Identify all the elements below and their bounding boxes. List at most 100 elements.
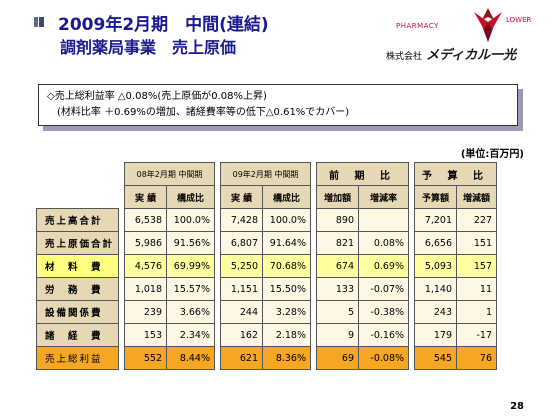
header-curr-period: 09年2月期 中間期 — [220, 162, 312, 186]
row-label: 売上総利益 — [35, 346, 120, 370]
cell-prev-actual: 5,986 — [124, 231, 168, 255]
cell-prev-ratio: 3.66% — [166, 300, 216, 324]
title-line-1: 2009年2月期 中間(連結) — [58, 14, 269, 35]
table-row: 売上高合計 6,538 100.0% 7,428 100.0% 890 7,201 227 — [35, 208, 498, 232]
cell-curr-ratio: 8.36% — [262, 346, 312, 370]
header-budget: 予 算 比 — [414, 162, 498, 186]
title-line-2: 調剤薬局事業 売上原価 — [60, 38, 237, 57]
title-bullet-icon — [34, 17, 44, 27]
subheader-prev-actual: 実 績 — [124, 185, 168, 209]
row-label: 諸 経 費 — [35, 323, 120, 347]
table-row: 材 料 費 4,576 69.99% 5,250 70.68% 674 0.69% 5,093… — [35, 254, 498, 278]
cell-prev-ratio: 15.57% — [166, 277, 216, 301]
cell-prev-actual: 1,018 — [124, 277, 168, 301]
callout-line-2: (材料比率 ＋0.69%の増加、諸経費率等の低下△0.61%でカバー) — [57, 107, 350, 118]
unit-label: (単位:百万円) — [460, 149, 524, 160]
cell-prev-ratio: 69.99% — [166, 254, 216, 278]
table-row: 設備関係費 239 3.66% 244 3.28% 5 -0.38% 243 1 — [35, 300, 498, 324]
cell-prev-actual: 552 — [124, 346, 168, 370]
cell-budget-amount: 545 — [414, 346, 458, 370]
row-label: 設備関係費 — [35, 300, 120, 324]
cell-budget-diff: -17 — [456, 323, 498, 347]
company-brand: メディカル一光 — [426, 48, 517, 63]
row-label: 材 料 費 — [35, 254, 120, 278]
cell-budget-diff: 11 — [456, 277, 498, 301]
cell-budget-diff: 76 — [456, 346, 498, 370]
table-row: 売上原価合計 5,986 91.56% 6,807 91.64% 821 0.08% 6,65… — [35, 231, 498, 255]
cell-yoy-rate: -0.08% — [358, 346, 410, 370]
cell-curr-actual: 6,807 — [220, 231, 264, 255]
cell-curr-actual: 7,428 — [220, 208, 264, 232]
cell-curr-ratio: 70.68% — [262, 254, 312, 278]
subheader-curr-actual: 実 績 — [220, 185, 264, 209]
company-logo: PHARMACY LOWER 株式会社 メディカル一光 — [386, 4, 546, 66]
cell-curr-actual: 1,151 — [220, 277, 264, 301]
cell-prev-actual: 239 — [124, 300, 168, 324]
summary-callout: ◇売上総利益率 △0.08%(売上原価が0.08%上昇) (材料比率 ＋0.69… — [38, 84, 518, 126]
group-header-row: 08年2月期 中間期 09年2月期 中間期 前 期 比 予 算 比 — [36, 162, 498, 186]
cell-yoy-rate — [358, 208, 410, 232]
cell-yoy-diff: 821 — [316, 231, 360, 255]
cell-prev-ratio: 2.34% — [166, 323, 216, 347]
cell-curr-ratio: 2.18% — [262, 323, 312, 347]
cell-budget-diff: 151 — [456, 231, 498, 255]
subheader-budget-amount: 予算額 — [414, 185, 458, 209]
cell-yoy-rate: 0.69% — [358, 254, 410, 278]
subheader-prev-ratio: 構成比 — [166, 185, 216, 209]
company-name: 株式会社 メディカル一光 — [386, 44, 516, 63]
slide-title: 2009年2月期 中間(連結) 調剤薬局事業 売上原価 — [34, 10, 269, 58]
cell-budget-amount: 243 — [414, 300, 458, 324]
cell-prev-ratio: 100.0% — [166, 208, 216, 232]
row-label: 売上高合計 — [35, 208, 120, 232]
cell-prev-ratio: 91.56% — [166, 231, 216, 255]
table-row: 労 務 費 1,018 15.57% 1,151 15.50% 133 -0.07% 1,14… — [35, 277, 498, 301]
cell-curr-ratio: 91.64% — [262, 231, 312, 255]
callout-line-1: ◇売上総利益率 △0.08%(売上原価が0.08%上昇) — [47, 91, 267, 102]
cell-budget-amount: 1,140 — [414, 277, 458, 301]
subheader-curr-ratio: 構成比 — [262, 185, 312, 209]
row-label: 売上原価合計 — [35, 231, 120, 255]
row-label: 労 務 費 — [35, 277, 120, 301]
header-prev-period: 08年2月期 中間期 — [124, 162, 216, 186]
cell-budget-amount: 5,093 — [414, 254, 458, 278]
cell-yoy-diff: 674 — [316, 254, 360, 278]
subheader-yoy-diff: 増加額 — [316, 185, 360, 209]
company-prefix: 株式会社 — [386, 52, 423, 62]
cell-curr-actual: 621 — [220, 346, 264, 370]
cost-of-sales-table: 08年2月期 中間期 09年2月期 中間期 前 期 比 予 算 比 実 績 構成… — [35, 162, 498, 370]
cell-yoy-rate: -0.38% — [358, 300, 410, 324]
subheader-budget-diff: 増減額 — [456, 185, 498, 209]
logo-pharmacy-text: PHARMACY — [396, 22, 439, 30]
cell-yoy-rate: -0.16% — [358, 323, 410, 347]
page-number: 28 — [510, 401, 524, 412]
sub-header-row: 実 績 構成比 実 績 構成比 増加額 増減率 予算額 増減額 — [36, 185, 498, 209]
cell-yoy-diff: 133 — [316, 277, 360, 301]
cell-budget-diff: 157 — [456, 254, 498, 278]
flower-logo-icon — [474, 8, 502, 42]
cell-curr-ratio: 3.28% — [262, 300, 312, 324]
cell-yoy-rate: -0.07% — [358, 277, 410, 301]
cell-yoy-diff: 5 — [316, 300, 360, 324]
cell-curr-ratio: 100.0% — [262, 208, 312, 232]
cell-yoy-diff: 69 — [316, 346, 360, 370]
cell-budget-amount: 6,656 — [414, 231, 458, 255]
cell-prev-actual: 6,538 — [124, 208, 168, 232]
header-yoy: 前 期 比 — [316, 162, 410, 186]
cell-yoy-diff: 9 — [316, 323, 360, 347]
cell-budget-amount: 179 — [414, 323, 458, 347]
cell-yoy-diff: 890 — [316, 208, 360, 232]
cell-budget-diff: 1 — [456, 300, 498, 324]
logo-lower-text: LOWER — [506, 16, 532, 24]
cell-curr-actual: 244 — [220, 300, 264, 324]
cell-prev-actual: 4,576 — [124, 254, 168, 278]
cell-prev-ratio: 8.44% — [166, 346, 216, 370]
subheader-yoy-rate: 増減率 — [358, 185, 410, 209]
cell-yoy-rate: 0.08% — [358, 231, 410, 255]
cell-curr-ratio: 15.50% — [262, 277, 312, 301]
cell-budget-diff: 227 — [456, 208, 498, 232]
cell-curr-actual: 5,250 — [220, 254, 264, 278]
cell-prev-actual: 153 — [124, 323, 168, 347]
cell-curr-actual: 162 — [220, 323, 264, 347]
table-row: 諸 経 費 153 2.34% 162 2.18% 9 -0.16% 179 -17 — [35, 323, 498, 347]
cell-budget-amount: 7,201 — [414, 208, 458, 232]
